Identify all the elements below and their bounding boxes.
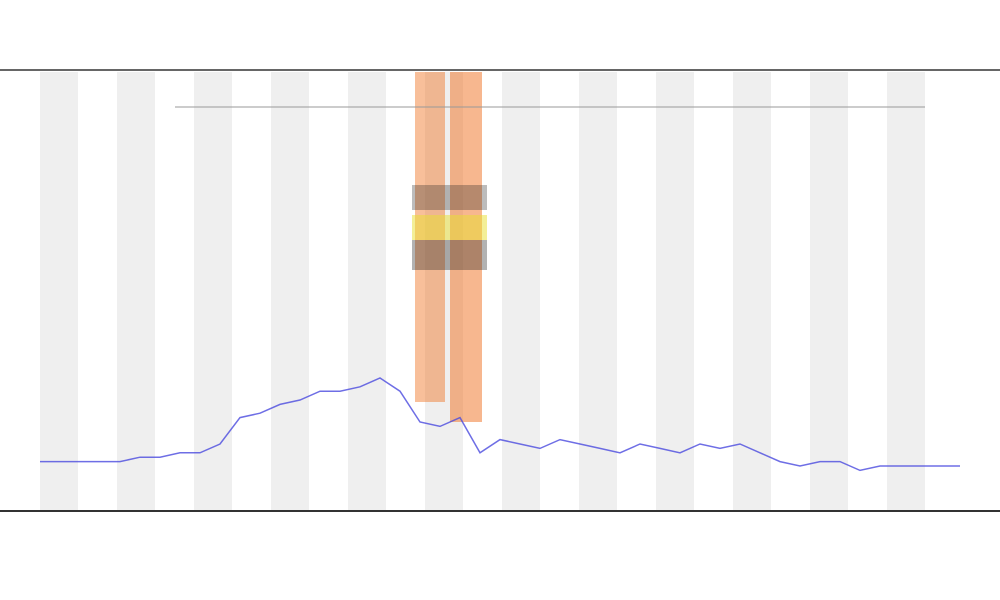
background-bands	[40, 72, 925, 510]
series-line	[40, 377, 960, 472]
highlight-bursts	[412, 72, 487, 422]
plot-area	[40, 377, 960, 472]
